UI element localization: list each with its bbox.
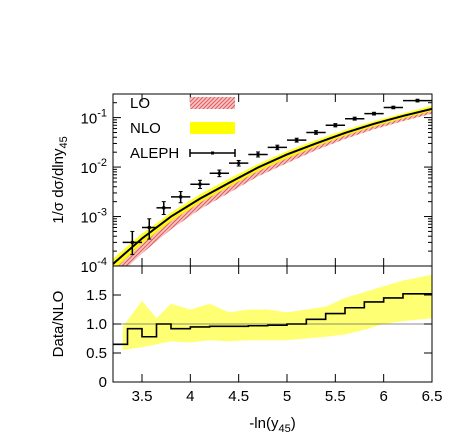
aleph-point xyxy=(122,230,142,256)
aleph-point xyxy=(364,111,384,116)
bottom-plot-area xyxy=(113,274,432,351)
aleph-point xyxy=(325,123,345,128)
legend-swatch xyxy=(190,122,235,134)
aleph-point xyxy=(248,151,268,158)
y-tick-label: 0.5 xyxy=(86,345,107,362)
aleph-marker xyxy=(333,123,337,127)
aleph-point xyxy=(156,201,171,215)
aleph-marker xyxy=(295,138,299,142)
x-tick-label: 4.5 xyxy=(228,388,249,405)
x-tick-label: 6.5 xyxy=(422,388,443,405)
aleph-marker xyxy=(372,112,376,116)
aleph-point xyxy=(403,98,432,103)
legend: LO NLO ALEPH xyxy=(130,95,236,162)
aleph-point xyxy=(267,144,287,151)
x-tick-label: 6 xyxy=(379,388,387,405)
y-tick-label: 0 xyxy=(99,374,107,391)
y-tick-label: 10-4 xyxy=(81,256,107,276)
y-tick-label: 10-3 xyxy=(81,207,107,227)
aleph-point xyxy=(142,218,157,240)
aleph-point xyxy=(190,179,210,189)
top-y-ticks xyxy=(113,94,433,267)
x-axis-label: -ln(y45) xyxy=(249,415,295,435)
x-tick-label: 3.5 xyxy=(132,388,153,405)
aleph-marker xyxy=(416,99,419,103)
bottom-ticks: 3.5 4 4.5 5 5.5 6 6.5 0 0.5 1.0 1.5 xyxy=(86,266,442,405)
aleph-point xyxy=(171,191,191,204)
legend-swatch xyxy=(190,97,235,109)
aleph-marker xyxy=(256,152,260,156)
aleph-marker xyxy=(353,117,357,121)
bottom-y-axis-label: Data/NLO xyxy=(50,291,67,358)
top-y-axis-label: 1/σ dσ/dlny45 xyxy=(50,136,70,223)
aleph-point xyxy=(209,169,229,178)
legend-label: LO xyxy=(130,95,150,112)
nlo-ratio-band xyxy=(122,274,432,351)
aleph-marker xyxy=(147,226,151,230)
y-tick-label: 1.0 xyxy=(86,316,107,333)
y-tick-label: 1.5 xyxy=(86,287,107,304)
aleph-point xyxy=(287,137,307,143)
x-tick-label: 5.5 xyxy=(325,388,346,405)
legend-item: LO xyxy=(130,95,235,112)
y-tick-label: 10-2 xyxy=(81,157,107,177)
aleph-points xyxy=(122,98,432,256)
aleph-marker xyxy=(391,106,395,110)
aleph-marker xyxy=(198,182,202,186)
nlo-band xyxy=(113,105,432,266)
aleph-point xyxy=(345,116,365,121)
legend-label: ALEPH xyxy=(130,145,179,162)
top-plot-area xyxy=(113,98,432,266)
top-panel: 10-1 10-2 10-3 10-4 1/σ dσ/dlny45 LO NLO ALEPH xyxy=(50,93,433,276)
aleph-marker xyxy=(237,161,241,165)
aleph-point xyxy=(229,159,249,167)
aleph-marker xyxy=(179,195,183,199)
aleph-point xyxy=(306,130,326,135)
y-tick-label: 10-1 xyxy=(81,108,107,128)
data-nlo-step-line xyxy=(113,293,432,346)
aleph-marker xyxy=(314,130,318,134)
lo-band xyxy=(115,107,432,266)
aleph-marker xyxy=(162,206,166,210)
x-tick-label: 5 xyxy=(283,388,291,405)
legend-item: ALEPH xyxy=(130,145,236,162)
bottom-panel: 3.5 4 4.5 5 5.5 6 6.5 0 0.5 1.0 1.5 Data/NLO -ln(y45… xyxy=(50,265,442,435)
nlo-central-line xyxy=(113,107,432,265)
aleph-point xyxy=(383,105,403,110)
legend-item: NLO xyxy=(130,120,235,137)
aleph-marker xyxy=(217,171,221,175)
legend-label: NLO xyxy=(130,120,161,137)
x-tick-label: 4 xyxy=(186,388,194,405)
legend-swatch-marker xyxy=(211,151,214,155)
aleph-marker xyxy=(130,240,134,244)
aleph-marker xyxy=(275,145,279,149)
